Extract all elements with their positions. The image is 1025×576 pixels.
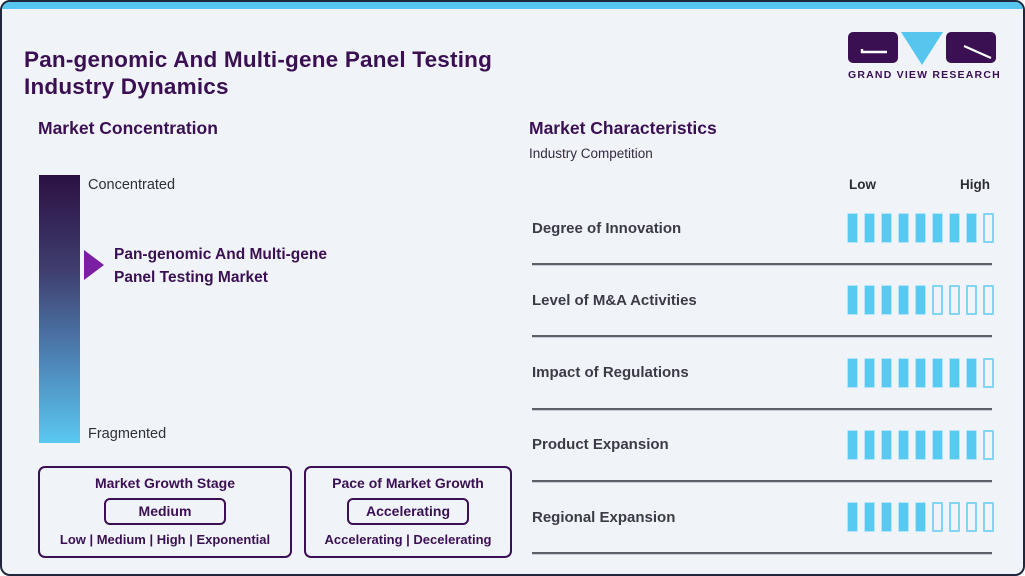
characteristic-row: Regional Expansion (532, 487, 994, 547)
characteristic-row: Impact of Regulations (532, 343, 994, 403)
rating-segment-filled (881, 429, 892, 460)
row-divider (532, 263, 992, 265)
rating-segment-filled (864, 429, 875, 460)
characteristic-row: Product Expansion (532, 415, 994, 475)
rating-segment-filled (932, 429, 943, 460)
page-title: Pan-genomic And Multi-gene Panel Testing… (24, 46, 492, 100)
rating-segment-empty (949, 502, 960, 533)
top-accent-bar (2, 2, 1023, 9)
market-concentration-heading: Market Concentration (38, 118, 218, 138)
market-position-label-line1: Pan-genomic And Multi-gene (114, 246, 327, 263)
rating-segment-filled (898, 357, 909, 388)
row-divider (532, 407, 992, 410)
concentration-gradient-bar (39, 175, 80, 443)
rating-segment-filled (915, 502, 926, 533)
rating-bar (847, 285, 994, 316)
scale-low-label: Low (849, 177, 876, 192)
logo-g-block-icon (848, 32, 898, 63)
rating-segment-filled (847, 213, 858, 243)
rating-bar (847, 213, 994, 243)
row-divider (532, 335, 992, 338)
fragmented-label: Fragmented (88, 426, 167, 442)
rating-segment-filled (864, 285, 875, 316)
market-growth-stage-title: Market Growth Stage (94, 475, 236, 491)
page-title-line1: Pan-genomic And Multi-gene Panel Testing (24, 47, 493, 73)
rating-segment-filled (898, 285, 909, 316)
rating-segment-filled (966, 213, 977, 243)
pace-of-market-growth-box: Pace of Market Growth Accelerating Accel… (304, 466, 512, 558)
row-divider (532, 552, 992, 555)
market-growth-stage-box: Market Growth Stage Medium Low | Medium … (38, 466, 292, 558)
rating-segment-filled (881, 357, 892, 388)
industry-competition-subheading: Industry Competition (529, 146, 653, 161)
rating-segment-empty (966, 502, 977, 533)
logo-v-triangle-icon (901, 32, 943, 65)
rating-segment-empty (932, 285, 943, 316)
gvr-logo-marks (848, 32, 996, 66)
rating-segment-filled (864, 213, 875, 243)
rating-segment-filled (915, 429, 926, 460)
rating-segment-filled (966, 429, 977, 460)
rating-segment-filled (881, 213, 892, 243)
rating-segment-filled (898, 213, 909, 243)
characteristic-label: Impact of Regulations (532, 364, 689, 382)
rating-bar (847, 429, 994, 460)
rating-segment-filled (847, 429, 858, 460)
characteristic-row: Level of M&A Activities (532, 270, 994, 330)
rating-bar (847, 357, 994, 388)
rating-segment-filled (864, 357, 875, 388)
pace-of-market-growth-options: Accelerating | Decelerating (324, 532, 492, 547)
pace-of-market-growth-value: Accelerating (347, 498, 469, 525)
rating-segment-filled (966, 357, 977, 388)
logo-r-block-icon (946, 32, 996, 63)
market-position-arrow-icon (84, 250, 104, 280)
rating-segment-filled (864, 502, 875, 533)
rating-segment-filled (932, 213, 943, 243)
row-divider (532, 479, 992, 482)
rating-segment-filled (847, 285, 858, 316)
rating-segment-filled (898, 502, 909, 533)
market-growth-stage-value: Medium (104, 498, 226, 525)
market-position-label: Pan-genomic And Multi-gene Panel Testing… (114, 243, 327, 289)
characteristic-label: Level of M&A Activities (532, 291, 697, 309)
market-characteristics-heading: Market Characteristics (529, 118, 717, 138)
page-title-line2: Industry Dynamics (24, 74, 229, 100)
concentrated-label: Concentrated (88, 177, 176, 193)
characteristic-row: Degree of Innovation (532, 198, 994, 258)
rating-segment-empty (983, 285, 994, 316)
gvr-logo: GRAND VIEW RESEARCH (848, 32, 1001, 81)
characteristic-label: Degree of Innovation (532, 219, 682, 237)
rating-bar (847, 502, 994, 533)
rating-segment-filled (898, 429, 909, 460)
market-position-label-line2: Panel Testing Market (114, 269, 268, 286)
rating-segment-filled (949, 357, 960, 388)
rating-segment-empty (966, 285, 977, 316)
pace-of-market-growth-title: Pace of Market Growth (332, 475, 484, 491)
market-growth-stage-options: Low | Medium | High | Exponential (59, 532, 271, 547)
rating-segment-filled (949, 213, 960, 243)
characteristic-label: Regional Expansion (532, 508, 676, 526)
rating-segment-filled (847, 502, 858, 533)
rating-segment-filled (881, 285, 892, 316)
rating-segment-filled (915, 285, 926, 316)
rating-segment-empty (949, 285, 960, 316)
scale-high-label: High (960, 177, 990, 192)
rating-segment-filled (847, 357, 858, 388)
rating-segment-empty (983, 502, 994, 533)
logo-wordmark: GRAND VIEW RESEARCH (848, 69, 1001, 81)
rating-segment-filled (915, 213, 926, 243)
rating-segment-empty (983, 213, 994, 243)
characteristic-label: Product Expansion (532, 436, 669, 454)
rating-segment-empty (983, 429, 994, 460)
rating-segment-empty (983, 357, 994, 388)
rating-segment-filled (932, 357, 943, 388)
rating-segment-filled (881, 502, 892, 533)
rating-segment-filled (915, 357, 926, 388)
rating-segment-filled (949, 429, 960, 460)
rating-segment-empty (932, 502, 943, 533)
